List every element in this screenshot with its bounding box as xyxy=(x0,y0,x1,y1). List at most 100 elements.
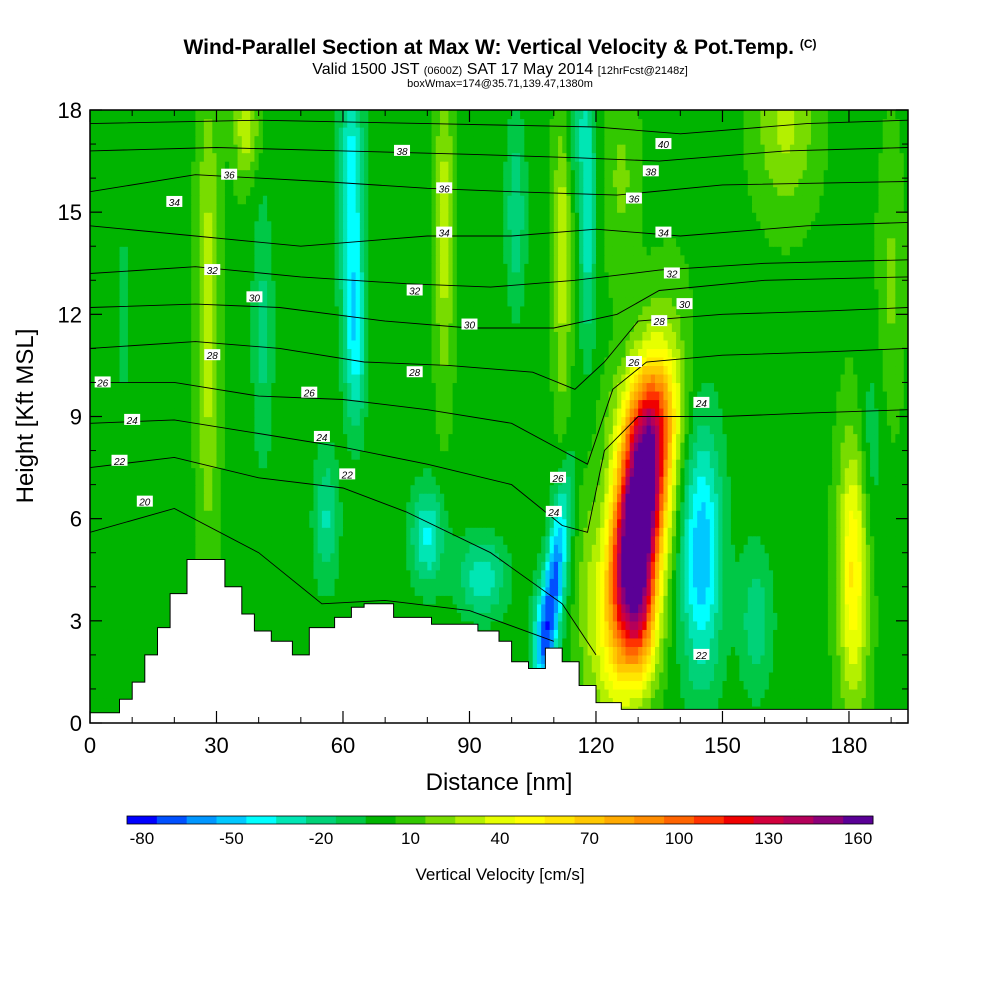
w-cell xyxy=(684,544,690,554)
w-cell xyxy=(865,697,871,707)
w-cell xyxy=(414,569,420,579)
w-cell xyxy=(208,518,213,528)
w-cell xyxy=(684,603,690,613)
w-cell xyxy=(726,552,732,562)
w-cell xyxy=(777,620,783,630)
w-cell xyxy=(794,518,799,528)
w-cell xyxy=(574,544,580,554)
w-cell xyxy=(132,595,137,605)
w-cell xyxy=(149,612,154,622)
w-cell xyxy=(579,595,584,605)
w-cell xyxy=(275,569,281,579)
w-cell xyxy=(127,510,133,520)
w-cell xyxy=(625,697,631,707)
w-cell xyxy=(764,535,770,545)
w-cell xyxy=(811,620,816,630)
w-cell xyxy=(524,620,530,630)
w-cell xyxy=(882,697,888,707)
w-cell xyxy=(507,501,513,511)
w-cell xyxy=(692,620,698,630)
w-cell xyxy=(98,535,104,545)
w-cell xyxy=(798,654,804,664)
w-cell xyxy=(760,544,766,554)
w-cell xyxy=(389,595,395,605)
w-cell xyxy=(123,552,129,562)
w-cell xyxy=(591,654,597,664)
w-cell xyxy=(794,620,799,630)
w-cell xyxy=(300,535,306,545)
w-cell xyxy=(798,671,804,682)
w-cell xyxy=(452,569,458,579)
w-cell xyxy=(718,535,724,545)
w-cell xyxy=(832,680,837,690)
w-cell xyxy=(494,510,500,520)
w-cell xyxy=(680,535,686,545)
w-cell xyxy=(469,501,475,511)
w-cell xyxy=(364,578,369,588)
w-cell xyxy=(667,612,673,622)
w-cell xyxy=(756,510,762,520)
w-cell xyxy=(271,527,277,537)
w-cell xyxy=(490,603,496,613)
w-cell xyxy=(600,688,606,699)
w-cell xyxy=(208,501,213,511)
w-cell xyxy=(760,595,766,605)
w-cell xyxy=(528,637,534,647)
w-cell xyxy=(90,586,95,596)
w-cell xyxy=(300,544,306,554)
w-cell xyxy=(899,578,905,588)
w-cell xyxy=(798,569,804,579)
w-cell xyxy=(305,501,310,511)
w-cell xyxy=(553,569,559,579)
w-cell xyxy=(140,671,146,682)
w-cell xyxy=(199,501,205,511)
w-cell xyxy=(819,569,825,579)
w-cell xyxy=(292,612,298,622)
w-cell xyxy=(224,510,230,520)
w-cell xyxy=(153,518,159,528)
w-cell xyxy=(781,586,787,596)
w-cell xyxy=(663,663,669,673)
w-cell xyxy=(781,510,787,520)
w-cell xyxy=(452,595,458,605)
w-cell xyxy=(528,501,534,511)
w-cell xyxy=(300,629,306,639)
w-cell xyxy=(338,510,344,520)
w-cell xyxy=(372,535,378,545)
w-cell xyxy=(768,663,774,673)
w-cell xyxy=(595,620,601,630)
w-cell xyxy=(579,569,584,579)
w-cell xyxy=(714,544,719,554)
w-cell xyxy=(115,629,121,639)
w-cell xyxy=(739,578,745,588)
w-cell xyxy=(427,569,433,579)
w-cell xyxy=(798,578,804,588)
w-cell xyxy=(760,654,766,664)
w-cell xyxy=(595,586,601,596)
w-cell xyxy=(764,527,770,537)
w-cell xyxy=(811,612,816,622)
w-cell xyxy=(212,527,218,537)
w-cell xyxy=(865,680,871,690)
w-cell xyxy=(781,544,787,554)
w-cell xyxy=(688,544,694,554)
w-cell xyxy=(629,671,635,682)
w-cell xyxy=(562,595,568,605)
w-cell xyxy=(739,544,745,554)
w-cell xyxy=(878,629,884,639)
w-cell xyxy=(608,544,614,554)
w-cell xyxy=(709,527,715,537)
w-cell xyxy=(330,510,336,520)
w-cell xyxy=(608,612,614,622)
w-cell xyxy=(587,578,593,588)
w-cell xyxy=(617,663,622,673)
w-cell xyxy=(503,510,509,520)
w-cell xyxy=(638,527,643,537)
w-cell xyxy=(553,561,559,571)
w-cell xyxy=(671,510,677,520)
w-cell xyxy=(558,527,563,537)
w-cell xyxy=(684,612,690,622)
w-cell xyxy=(393,552,399,562)
w-cell xyxy=(692,561,698,571)
w-cell xyxy=(604,637,610,647)
